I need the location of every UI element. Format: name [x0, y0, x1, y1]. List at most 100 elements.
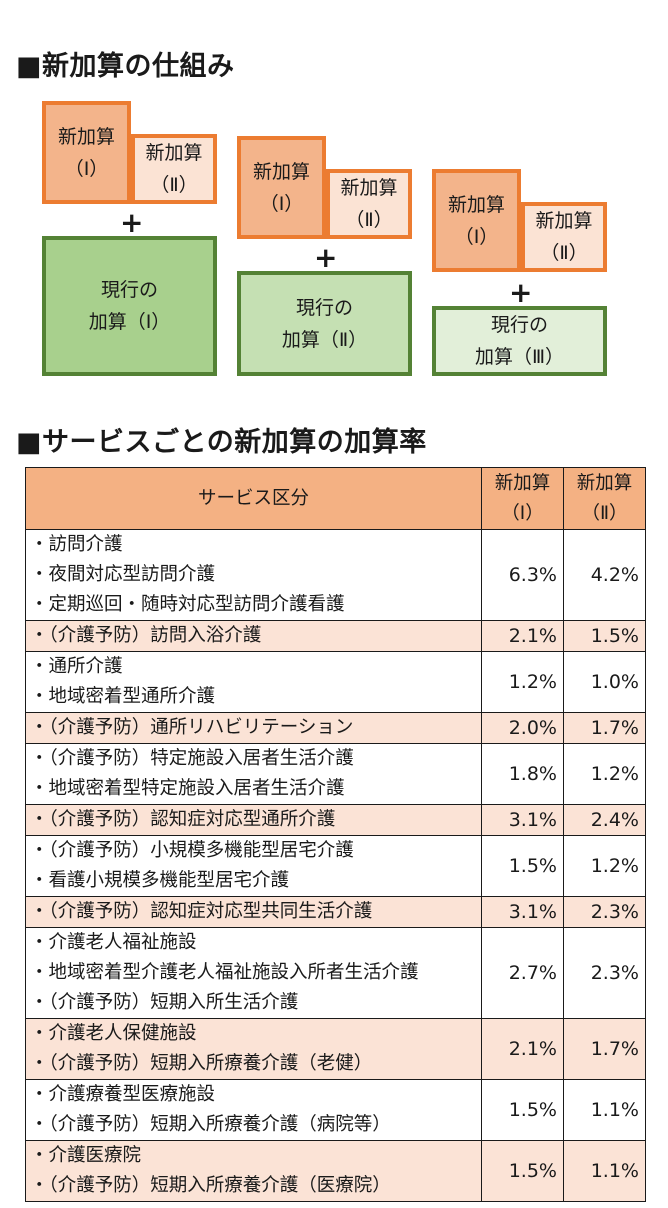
service-cell: ・介護療養型医療施設・（介護予防）短期入所療養介護（病院等） — [25, 1079, 482, 1141]
rate-new2: 1.7% — [563, 1018, 646, 1080]
rate-new1: 1.5% — [481, 1079, 564, 1141]
service-cell: ・訪問介護 ・夜間対応型訪問介護 ・定期巡回・随時対応型訪問介護看護 — [25, 529, 482, 621]
box-label: （Ⅱ） — [540, 242, 588, 264]
service-name: ・（介護予防）訪問入浴介護 — [30, 625, 262, 646]
service-name: ・地域密着型介護老人福祉施設入所者生活介護 — [30, 962, 419, 983]
rate-new1: 2.1% — [481, 620, 564, 652]
header-line: （Ⅰ） — [501, 502, 544, 524]
table-row: ・介護老人保健施設 ・（介護予防）短期入所療養介護（老健） 2.1% 1.7% — [25, 1018, 646, 1080]
rate-new1: 3.1% — [481, 804, 564, 836]
table-row: ・介護老人福祉施設 ・地域密着型介護老人福祉施設入所者生活介護 ・（介護予防）短期入… — [25, 927, 646, 1019]
new-addition-2-box: 新加算 （Ⅱ） — [521, 202, 607, 272]
service-name: ・介護療養型医療施設 — [30, 1084, 216, 1105]
box-label: 現行の — [490, 314, 548, 336]
rate-new2: 1.2% — [563, 743, 646, 805]
table-row: ・（介護予防）認知症対応型通所介護 3.1% 2.4% — [25, 804, 646, 836]
plus-sign: + — [509, 276, 533, 309]
rate-new1: 1.8% — [481, 743, 564, 805]
box-label: 加算（Ⅰ） — [88, 311, 171, 333]
rate-new1: 2.7% — [481, 927, 564, 1019]
box-label: （Ⅱ） — [345, 209, 393, 231]
service-name: ・看護小規模多機能型居宅介護 — [30, 870, 290, 891]
box-label: 現行の — [100, 279, 158, 301]
header-service: サービス区分 — [25, 467, 482, 530]
rate-new1: 3.1% — [481, 896, 564, 928]
service-cell: ・（介護予防）認知症対応型通所介護 — [25, 804, 482, 836]
new-addition-1-box: 新加算 （Ⅰ） — [237, 136, 326, 239]
header-new2: 新加算 （Ⅱ） — [563, 467, 646, 530]
service-cell: ・通所介護 ・地域密着型通所介護 — [25, 651, 482, 713]
service-name: ・（介護予防）通所リハビリテーション — [30, 717, 354, 738]
box-label: 新加算 — [447, 193, 505, 216]
service-cell: ・（介護予防）通所リハビリテーション — [25, 712, 482, 744]
rate-new2: 1.7% — [563, 712, 646, 744]
rate-new1: 1.2% — [481, 651, 564, 713]
rate-new2: 2.3% — [563, 927, 646, 1019]
rate-new1: 2.1% — [481, 1018, 564, 1080]
service-name: ・（介護予防）短期入所療養介護（医療院） — [30, 1175, 391, 1196]
box-label: （Ⅰ） — [64, 157, 109, 180]
plus-sign: + — [314, 241, 338, 274]
table-row: ・通所介護 ・地域密着型通所介護 1.2% 1.0% — [25, 651, 646, 713]
box-label: 新加算 — [57, 125, 115, 148]
service-cell: ・（介護予防）認知症対応型共同生活介護 — [25, 896, 482, 928]
new-addition-1-box: 新加算 （Ⅰ） — [42, 101, 131, 204]
service-name: ・（介護予防）短期入所療養介護（老健） — [30, 1053, 373, 1074]
service-cell: ・（介護予防）小規模多機能型居宅介護 ・看護小規模多機能型居宅介護 — [25, 835, 482, 897]
rate-new2: 2.4% — [563, 804, 646, 836]
section-title-rates: ■サービスごとの新加算の加算率 — [16, 427, 427, 458]
service-name: ・夜間対応型訪問介護 — [30, 564, 216, 585]
box-label: 加算（Ⅱ） — [281, 328, 368, 351]
box-label: 現行の — [295, 296, 353, 319]
rate-new2: 1.0% — [563, 651, 646, 713]
service-name: ・地域密着型特定施設入居者生活介護 — [30, 778, 345, 799]
table-row: ・（介護予防）特定施設入居者生活介護 ・地域密着型特定施設入居者生活介護 1.8% 1… — [25, 743, 646, 805]
box-label: 新加算 — [535, 210, 593, 232]
table-row: ・（介護予防）小規模多機能型居宅介護 ・看護小規模多機能型居宅介護 1.5% 1.2% — [25, 835, 646, 897]
box-label: （Ⅰ） — [454, 225, 499, 248]
service-name: ・（介護予防）特定施設入居者生活介護 — [30, 748, 354, 769]
current-addition-box: 現行の 加算（Ⅲ） — [432, 306, 607, 376]
box-label: （Ⅰ） — [259, 192, 304, 215]
new-addition-2-box: 新加算 （Ⅱ） — [326, 169, 412, 239]
service-name: ・（介護予防）認知症対応型共同生活介護 — [30, 901, 373, 922]
rate-new2: 2.3% — [563, 896, 646, 928]
service-cell: ・介護老人保健施設・（介護予防）短期入所療養介護（老健） — [25, 1018, 482, 1080]
service-name: ・通所介護 — [30, 656, 123, 677]
new-addition-2-box: 新加算 （Ⅱ） — [131, 134, 217, 204]
service-name: ・定期巡回・随時対応型訪問介護看護 — [30, 594, 345, 615]
table-row: ・（介護予防）認知症対応型共同生活介護 3.1% 2.3% — [25, 896, 646, 928]
header-line: 新加算 — [494, 472, 551, 494]
box-label: 新加算 — [145, 142, 203, 164]
current-addition-box: 現行の 加算（Ⅱ） — [237, 271, 412, 376]
service-cell: ・介護老人福祉施設 ・地域密着型介護老人福祉施設入所者生活介護 ・（介護予防）短期入… — [25, 927, 482, 1019]
service-name: ・（介護予防）小規模多機能型居宅介護 — [30, 840, 354, 861]
box-label: 加算（Ⅲ） — [474, 346, 565, 368]
rate-new2: 1.1% — [563, 1140, 646, 1202]
table-row: ・介護医療院 ・（介護予防）短期入所療養介護（医療院） 1.5% 1.1% — [25, 1140, 646, 1202]
table-row: ・訪問介護 ・夜間対応型訪問介護 ・定期巡回・随時対応型訪問介護看護 6.3% 4.2% — [25, 529, 646, 621]
service-cell: ・介護医療院・（介護予防）短期入所療養介護（医療院） — [25, 1140, 482, 1202]
current-addition-box: 現行の 加算（Ⅰ） — [42, 236, 217, 376]
rate-new2: 1.2% — [563, 835, 646, 897]
rate-new2: 1.1% — [563, 1079, 646, 1141]
header-line: （Ⅱ） — [581, 502, 628, 524]
service-name: ・（介護予防）短期入所療養介護（病院等） — [30, 1114, 391, 1135]
service-cell: ・（介護予防）特定施設入居者生活介護 ・地域密着型特定施設入居者生活介護 — [25, 743, 482, 805]
service-name: ・介護老人保健施設 — [30, 1023, 197, 1044]
table-row: ・（介護予防）通所リハビリテーション 2.0% 1.7% — [25, 712, 646, 744]
header-line: 新加算 — [576, 472, 633, 494]
table-row: ・介護療養型医療施設 ・（介護予防）短期入所療養介護（病院等） 1.5% 1.1% — [25, 1079, 646, 1141]
table-row: ・（介護予防）訪問入浴介護 2.1% 1.5% — [25, 620, 646, 652]
service-name: ・介護老人福祉施設 — [30, 932, 197, 953]
new-addition-1-box: 新加算 （Ⅰ） — [432, 169, 521, 272]
service-name: ・介護医療院 — [30, 1145, 142, 1166]
rate-new1: 1.5% — [481, 1140, 564, 1202]
rates-table: サービス区分 新加算 （Ⅰ） 新加算 （Ⅱ） ・訪問介護 ・夜間対応型訪問介護 ・定期巡… — [25, 467, 646, 1202]
service-cell: ・（介護予防）訪問入浴介護 — [25, 620, 482, 652]
box-label: 新加算 — [340, 177, 398, 199]
plus-sign: + — [120, 206, 144, 239]
box-label: 新加算 — [252, 160, 310, 183]
rate-new2: 1.5% — [563, 620, 646, 652]
rate-new1: 6.3% — [481, 529, 564, 621]
